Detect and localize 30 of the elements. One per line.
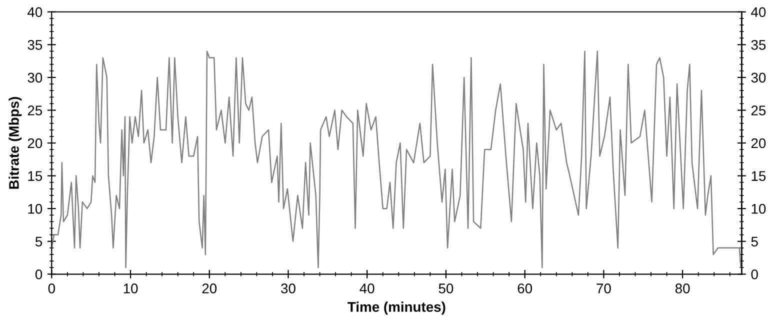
y-tick-label: 5 <box>35 236 42 247</box>
y2-tick-label: 5 <box>751 236 758 247</box>
x-tick-label: 20 <box>202 284 217 294</box>
y2-tick-label: 20 <box>751 138 766 148</box>
y2-tick-label: 35 <box>751 40 766 50</box>
y-tick-label: 25 <box>28 106 42 116</box>
y2-tick-label: 25 <box>751 106 766 116</box>
x-tick-label: 70 <box>596 284 611 294</box>
x-tick-label: 10 <box>124 284 138 294</box>
x-tick-label: 60 <box>518 284 532 294</box>
y2-tick-label: 30 <box>751 72 766 83</box>
y-tick-label: 40 <box>28 7 42 18</box>
y2-tick-label: 10 <box>752 204 766 214</box>
x-tick-label: 0 <box>48 284 55 294</box>
line-series <box>52 50 742 268</box>
y-axis-title: Bitrate (Mbps) <box>8 97 22 189</box>
y-tick-label: 10 <box>28 204 42 214</box>
y2-tick-label: 40 <box>751 7 766 18</box>
y-tick-label: 35 <box>28 40 42 50</box>
y-tick-label: 0 <box>35 269 42 280</box>
y2-tick-label: 0 <box>751 269 758 280</box>
x-tick-label: 80 <box>675 284 690 294</box>
x-axis-title: Time (minutes) <box>348 302 446 315</box>
x-tick-label: 40 <box>360 284 374 294</box>
y2-tick-label: 15 <box>752 171 766 181</box>
x-tick-label: 50 <box>438 284 454 294</box>
y-tick-label: 15 <box>28 171 42 181</box>
y-tick-label: 20 <box>28 138 42 148</box>
y-tick-label: 30 <box>28 72 42 83</box>
x-tick-label: 30 <box>281 284 296 294</box>
